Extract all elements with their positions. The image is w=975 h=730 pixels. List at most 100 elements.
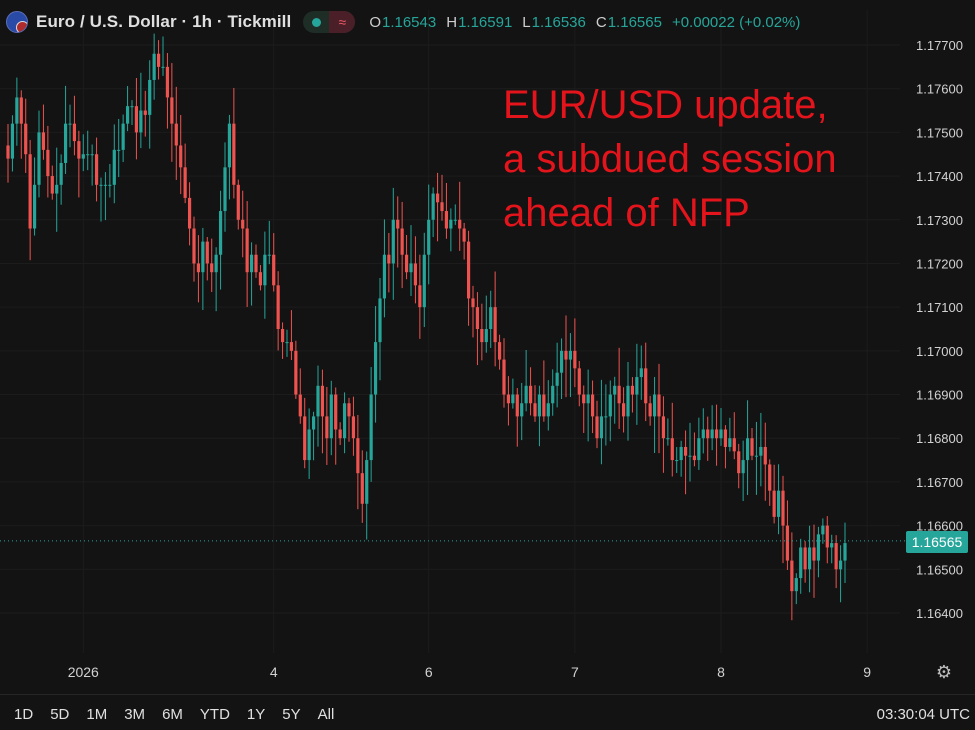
timeframe-ytd[interactable]: YTD: [199, 706, 230, 723]
candle-body: [210, 263, 214, 273]
x-tick-label: 9: [863, 664, 871, 680]
candle-body: [639, 368, 643, 378]
candle-body: [435, 193, 440, 203]
candle-body: [683, 446, 688, 456]
timeframe-1d[interactable]: 1D: [14, 706, 34, 723]
candlestick-chart[interactable]: 1.17700 1.17600 1.17500 1.17400 1.17300 1.172…: [0, 0, 975, 694]
candle-body: [768, 464, 772, 491]
candle-body: [272, 254, 276, 286]
candle-body: [249, 254, 254, 273]
timeframe-1m[interactable]: 1M: [86, 706, 108, 723]
y-tick-label: 1.17400: [916, 169, 963, 184]
candle-body: [759, 446, 763, 456]
status-dot-icon[interactable]: [303, 17, 329, 27]
candle-body: [732, 438, 736, 452]
candle-body: [289, 342, 294, 351]
candle-body: [776, 490, 781, 517]
candle-body: [812, 547, 816, 561]
candle-body: [785, 525, 790, 561]
candle-body: [692, 455, 697, 461]
candle-body: [431, 193, 435, 220]
candle-body: [356, 438, 360, 474]
candle-body: [347, 403, 351, 417]
candle-body: [440, 202, 444, 212]
candle-body: [81, 154, 85, 159]
candle-body: [387, 254, 391, 264]
candle-body: [719, 429, 723, 439]
candle-body: [582, 394, 586, 404]
candle-body: [675, 460, 679, 462]
candle-body: [86, 154, 90, 156]
candle-body: [533, 403, 537, 417]
candle-body: [830, 543, 834, 548]
utc-clock[interactable]: 03:30:04 UTC: [876, 706, 970, 723]
candle-body: [338, 429, 342, 439]
candle-body: [843, 543, 847, 561]
candle-body: [378, 298, 382, 343]
candle-body: [112, 149, 116, 185]
x-tick-label: 4: [270, 664, 278, 680]
candle-body: [68, 123, 72, 125]
wave-icon[interactable]: ≈: [329, 11, 356, 33]
candle-body: [564, 350, 568, 360]
candle-body: [559, 350, 564, 373]
timeframe-1y[interactable]: 1Y: [246, 706, 266, 723]
candle-body: [258, 272, 263, 286]
candle-body: [427, 219, 431, 255]
timeframe-5d[interactable]: 5D: [50, 706, 70, 723]
candle-body: [528, 385, 533, 404]
candle-body: [524, 385, 528, 404]
candle-body: [750, 438, 754, 456]
candle-body: [453, 219, 457, 221]
candle-body: [179, 145, 183, 168]
candle-body: [595, 416, 599, 439]
timeframe-3m[interactable]: 3M: [124, 706, 146, 723]
candle-body: [196, 263, 201, 273]
candle-body: [568, 350, 573, 360]
candle-body: [630, 385, 635, 395]
candle-body: [311, 416, 316, 430]
candle-body: [772, 490, 776, 517]
y-tick-label: 1.16700: [916, 475, 963, 490]
candle-body: [143, 110, 147, 115]
candle-body: [241, 219, 245, 229]
candle-body: [728, 438, 732, 447]
candle-body: [307, 429, 311, 461]
candle-body: [741, 460, 745, 474]
candle-body: [46, 149, 50, 177]
candle-body: [418, 285, 422, 308]
candle-body: [214, 254, 218, 273]
candle-body: [201, 241, 205, 273]
candle-body: [55, 184, 59, 194]
annotation-line-2: a subdued session: [503, 137, 837, 181]
timeframe-all[interactable]: All: [317, 706, 335, 723]
candle-body: [754, 455, 759, 457]
y-tick-label: 1.16900: [916, 388, 963, 403]
gear-icon[interactable]: ⚙: [935, 662, 953, 682]
candle-body: [542, 394, 546, 417]
candle-body: [497, 342, 502, 360]
candle-body: [298, 394, 302, 417]
candle-body: [351, 416, 356, 439]
timeframe-5y[interactable]: 5Y: [282, 706, 301, 723]
candle-body: [502, 359, 506, 395]
candle-body: [546, 403, 550, 417]
candle-body: [825, 525, 829, 548]
current-price-label: 1.16565: [906, 531, 968, 553]
candle-body: [276, 285, 280, 329]
indicator-pill[interactable]: ≈: [303, 11, 356, 33]
y-tick-label: 1.17600: [916, 82, 963, 97]
candle-body: [165, 66, 170, 98]
candle-body: [599, 416, 604, 439]
symbol-title[interactable]: Euro / U.S. Dollar · 1h · Tickmill: [36, 12, 292, 31]
candle-body: [187, 197, 192, 229]
candle-body: [555, 372, 559, 386]
candle-body: [790, 560, 794, 592]
candle-body: [608, 394, 612, 417]
chart-annotation: EUR/USD update, a subdued session ahead …: [503, 78, 943, 240]
annotation-line-3: ahead of NFP: [503, 191, 750, 235]
timeframe-6m[interactable]: 6M: [162, 706, 183, 723]
candle-body: [170, 97, 174, 124]
candle-body: [697, 438, 701, 461]
